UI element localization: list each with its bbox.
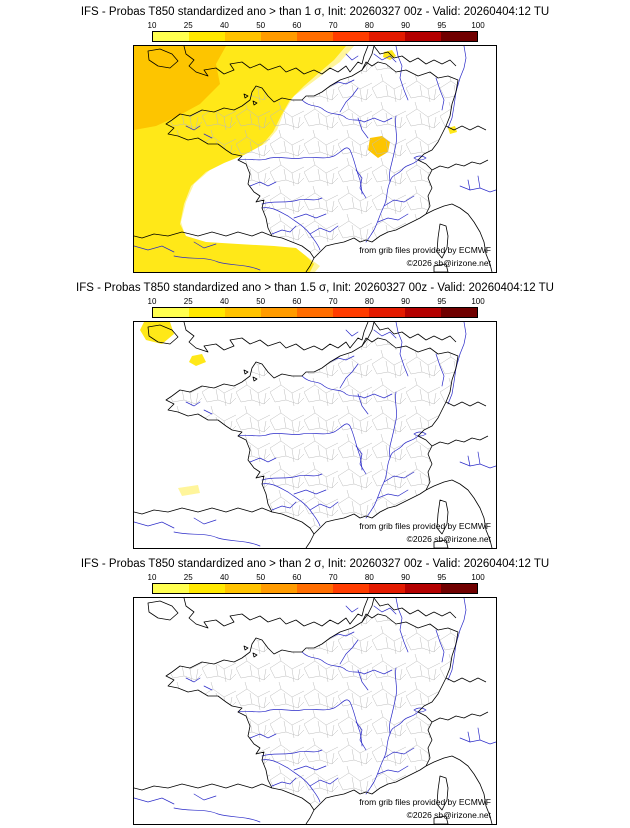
colorbar-segment	[225, 308, 261, 317]
colorbar-tick: 70	[328, 297, 338, 306]
colorbar-tick: 80	[364, 573, 374, 582]
colorbar-tick: 95	[437, 297, 447, 306]
colorbar-tick: 95	[437, 573, 447, 582]
colorbar-tick: 25	[183, 297, 193, 306]
colorbar-tick: 90	[401, 21, 410, 30]
probability-colorbar: 10 25 40 50 60 70 80 90 95 100	[148, 21, 485, 42]
colorbar-tick: 70	[328, 21, 338, 30]
map-svg	[134, 322, 496, 548]
probability-colorbar: 10 25 40 50 60 70 80 90 95 100	[148, 297, 485, 318]
colorbar-tick: 40	[219, 21, 229, 30]
colorbar-segment	[297, 308, 333, 317]
colorbar-segment	[333, 32, 369, 41]
colorbar-tick-labels: 10 25 40 50 60 70 80 90 95 100	[148, 297, 485, 307]
colorbar-tick: 25	[183, 21, 193, 30]
colorbar-segment	[153, 32, 189, 41]
credit-copyright: ©2026 sb@irizone.net	[406, 534, 491, 544]
colorbar-segment	[297, 32, 333, 41]
map-svg	[134, 598, 496, 824]
colorbar-tick: 10	[147, 21, 157, 30]
map-svg	[134, 46, 496, 272]
colorbar-tick: 50	[256, 21, 266, 30]
colorbar-segment	[225, 32, 261, 41]
panel-title: IFS - Probas T850 standardized ano > tha…	[80, 6, 550, 18]
colorbar-segment	[441, 32, 477, 41]
colorbar-gradient	[152, 31, 478, 42]
colorbar-segment	[297, 584, 333, 593]
colorbar-tick: 100	[471, 21, 485, 30]
colorbar-tick: 40	[219, 573, 229, 582]
colorbar-segment	[441, 308, 477, 317]
colorbar-segment	[369, 308, 405, 317]
colorbar-tick: 60	[292, 297, 302, 306]
colorbar-segment	[369, 584, 405, 593]
colorbar-segment	[189, 308, 225, 317]
colorbar-segment	[261, 584, 297, 593]
colorbar-segment	[441, 584, 477, 593]
credit-copyright: ©2026 sb@irizone.net	[406, 810, 491, 820]
colorbar-tick: 10	[147, 573, 157, 582]
colorbar-gradient	[152, 307, 478, 318]
panel-title: IFS - Probas T850 standardized ano > tha…	[76, 282, 554, 294]
colorbar-segment	[333, 584, 369, 593]
colorbar-tick: 95	[437, 21, 447, 30]
colorbar-segment	[261, 308, 297, 317]
colorbar-segment	[189, 32, 225, 41]
colorbar-tick: 10	[147, 297, 157, 306]
credit-copyright: ©2026 sb@irizone.net	[406, 258, 491, 268]
credit-ecmwf: from grib files provided by ECMWF	[359, 245, 491, 255]
colorbar-gradient	[152, 583, 478, 594]
colorbar-segment	[225, 584, 261, 593]
credit-ecmwf: from grib files provided by ECMWF	[359, 797, 491, 807]
colorbar-segment	[153, 308, 189, 317]
colorbar-tick: 60	[292, 573, 302, 582]
map-sigma-2: from grib files provided by ECMWF ©2026 …	[133, 597, 497, 825]
colorbar-tick: 50	[256, 573, 266, 582]
panel-sigma-2: IFS - Probas T850 standardized ano > tha…	[0, 552, 630, 828]
credit-ecmwf: from grib files provided by ECMWF	[359, 521, 491, 531]
probability-colorbar: 10 25 40 50 60 70 80 90 95 100	[148, 573, 485, 594]
colorbar-tick: 70	[328, 573, 338, 582]
colorbar-segment	[261, 32, 297, 41]
panel-sigma-1: IFS - Probas T850 standardized ano > tha…	[0, 0, 630, 276]
colorbar-segment	[189, 584, 225, 593]
colorbar-tick-labels: 10 25 40 50 60 70 80 90 95 100	[148, 21, 485, 31]
panel-title: IFS - Probas T850 standardized ano > tha…	[80, 558, 550, 570]
colorbar-segment	[405, 32, 441, 41]
colorbar-tick-labels: 10 25 40 50 60 70 80 90 95 100	[148, 573, 485, 583]
colorbar-tick: 90	[401, 573, 410, 582]
colorbar-segment	[369, 32, 405, 41]
colorbar-segment	[153, 584, 189, 593]
colorbar-tick: 60	[292, 21, 302, 30]
colorbar-segment	[405, 584, 441, 593]
colorbar-tick: 50	[256, 297, 266, 306]
colorbar-tick: 100	[471, 573, 485, 582]
map-sigma-1: from grib files provided by ECMWF ©2026 …	[133, 45, 497, 273]
panel-sigma-1-5: IFS - Probas T850 standardized ano > tha…	[0, 276, 630, 552]
colorbar-tick: 80	[364, 21, 374, 30]
colorbar-tick: 100	[471, 297, 485, 306]
colorbar-segment	[333, 308, 369, 317]
colorbar-segment	[405, 308, 441, 317]
colorbar-tick: 80	[364, 297, 374, 306]
colorbar-tick: 90	[401, 297, 410, 306]
colorbar-tick: 25	[183, 573, 193, 582]
colorbar-tick: 40	[219, 297, 229, 306]
map-sigma-1-5: from grib files provided by ECMWF ©2026 …	[133, 321, 497, 549]
